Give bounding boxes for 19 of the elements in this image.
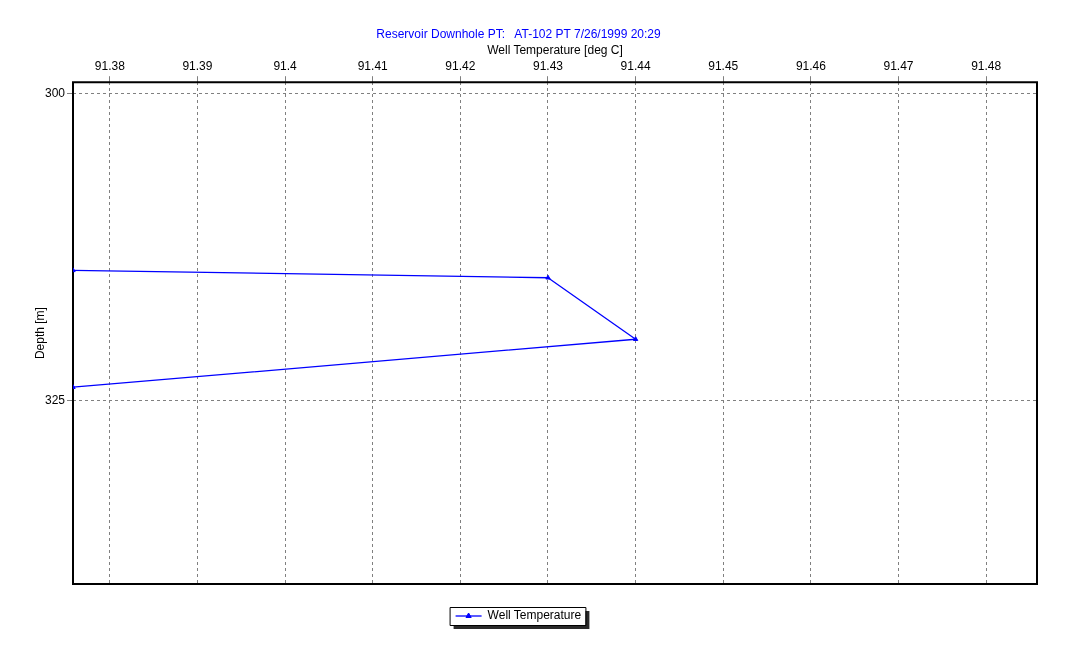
point: [73, 384, 76, 389]
x-tick-label: 91.44: [620, 59, 651, 74]
x-tick-label: 91.46: [795, 59, 827, 74]
x-tick-label: 91.39: [182, 59, 213, 74]
legend-label: Well Temperature: [487, 608, 582, 623]
x-tick-label: 91.45: [708, 59, 739, 74]
x-tick-label: 91.47: [883, 59, 914, 74]
x-tick-label: 91.38: [94, 59, 126, 74]
x-axis-title: Well Temperature [deg C]: [487, 42, 623, 57]
x-tick-label: 91.42: [445, 59, 476, 74]
x-tick-label: 91.41: [357, 59, 389, 74]
y-tick-label: 325: [44, 393, 66, 408]
x-tick-label: 91.48: [971, 59, 1002, 74]
point: [545, 274, 551, 280]
chart-title: Reservoir Downhole PT: AT-102 PT 7/26/1999 20:29: [376, 26, 662, 41]
y-tick-label: 300: [44, 85, 66, 100]
x-tick-label: 91.43: [532, 59, 564, 74]
y-axis-title: Depth [m]: [32, 307, 47, 360]
x-tick-label: 91.4: [273, 59, 298, 74]
